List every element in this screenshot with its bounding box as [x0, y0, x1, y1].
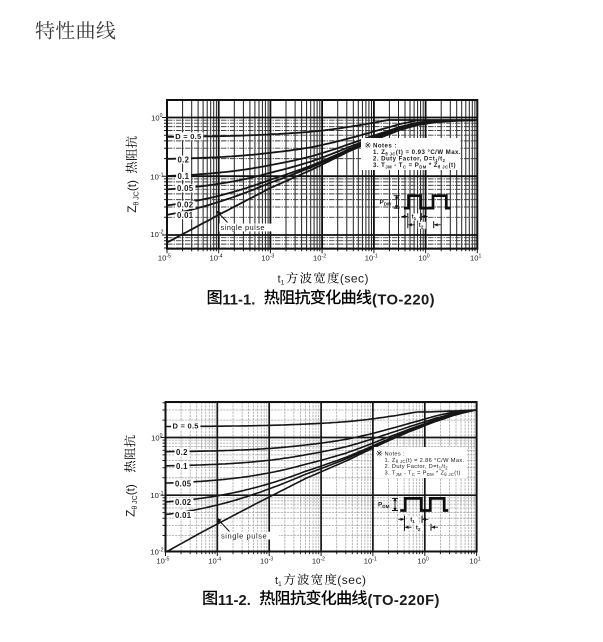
- svg-text:0.01: 0.01: [175, 511, 192, 520]
- svg-text:10-4: 10-4: [210, 253, 223, 262]
- svg-text:11-2.: 11-2.: [218, 593, 251, 609]
- svg-text:(TO-220): (TO-220): [372, 292, 435, 308]
- svg-text:0.02: 0.02: [175, 498, 192, 507]
- svg-text:10-5: 10-5: [158, 253, 171, 262]
- svg-text:single pulse: single pulse: [221, 223, 265, 232]
- svg-text:101: 101: [469, 556, 480, 565]
- svg-text:2. Duty Factor, D=t1/t2: 2. Duty Factor, D=t1/t2: [373, 156, 446, 163]
- svg-text:10-4: 10-4: [208, 556, 221, 565]
- svg-text:100: 100: [151, 113, 162, 122]
- svg-text:10-2: 10-2: [150, 547, 163, 556]
- svg-text:10-1: 10-1: [364, 556, 377, 565]
- svg-text:11-1.: 11-1.: [222, 292, 255, 308]
- svg-text:10-3: 10-3: [261, 253, 274, 262]
- svg-text:Notes :: Notes :: [373, 142, 397, 149]
- svg-text:t2: t2: [419, 222, 424, 230]
- svg-text:3. TJM - TC = PDM * Zθ JC(t): 3. TJM - TC = PDM * Zθ JC(t): [373, 162, 456, 169]
- svg-text:10-1: 10-1: [150, 491, 163, 500]
- svg-text:(sec): (sec): [337, 573, 366, 587]
- svg-text:100: 100: [417, 556, 428, 565]
- svg-text:0.1: 0.1: [176, 462, 188, 471]
- svg-text:D = 0.5: D = 0.5: [175, 132, 201, 141]
- svg-text:single pulse: single pulse: [221, 531, 267, 540]
- svg-text:10-3: 10-3: [260, 556, 273, 565]
- svg-text:D = 0.5: D = 0.5: [173, 421, 199, 430]
- svg-text:0.02: 0.02: [177, 201, 194, 210]
- svg-text:0.2: 0.2: [176, 448, 188, 457]
- svg-text:PDM: PDM: [378, 502, 390, 510]
- svg-text:10-1: 10-1: [365, 253, 378, 262]
- svg-text:2. Duty Factor, D=t1/t2: 2. Duty Factor, D=t1/t2: [385, 464, 449, 470]
- svg-text:3. TJM - TC = PDM * Zθ JC(t): 3. TJM - TC = PDM * Zθ JC(t): [385, 470, 461, 476]
- svg-text:1. Zθ JC(t) = 2.86 °C/W Max.: 1. Zθ JC(t) = 2.86 °C/W Max.: [385, 458, 465, 464]
- svg-text:10-5: 10-5: [156, 556, 169, 565]
- svg-text:10-2: 10-2: [150, 230, 163, 239]
- svg-text:10-2: 10-2: [313, 253, 326, 262]
- svg-text:(sec): (sec): [340, 272, 369, 286]
- svg-text:(TO-220F): (TO-220F): [368, 593, 440, 609]
- svg-text:10-1: 10-1: [150, 172, 163, 181]
- svg-text:t1: t1: [278, 274, 285, 287]
- svg-text:0.01: 0.01: [177, 211, 194, 220]
- svg-text:t2: t2: [416, 524, 421, 532]
- svg-text:0.05: 0.05: [177, 184, 194, 193]
- svg-text:0.2: 0.2: [178, 155, 190, 164]
- svg-text:t1: t1: [410, 517, 415, 525]
- svg-text:t1: t1: [412, 214, 417, 222]
- svg-text:0.1: 0.1: [178, 172, 190, 181]
- svg-text:1. Zθ JC(t) = 0.93 °C/W Max.: 1. Zθ JC(t) = 0.93 °C/W Max.: [373, 149, 461, 156]
- svg-text:0.05: 0.05: [175, 480, 192, 489]
- svg-text:101: 101: [470, 253, 481, 262]
- svg-text:100: 100: [418, 253, 429, 262]
- svg-text:100: 100: [151, 433, 162, 442]
- svg-text:PDM: PDM: [380, 199, 392, 207]
- svg-text:Notes :: Notes :: [385, 452, 406, 458]
- svg-text:t1: t1: [275, 575, 282, 588]
- svg-text:10-2: 10-2: [312, 556, 325, 565]
